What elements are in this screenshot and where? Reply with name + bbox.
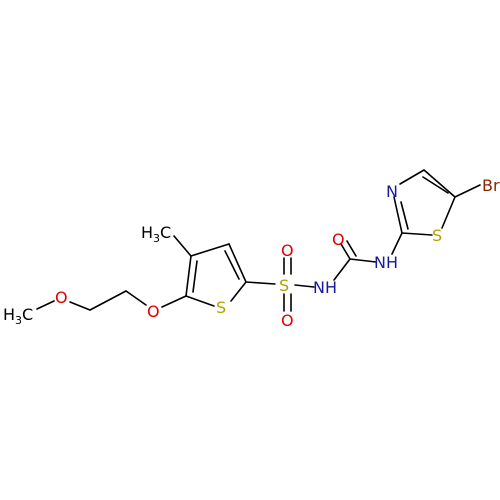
bond-c2-s-thiazole: [401, 232, 433, 236]
bond-s-sulfonyl-c2-thiophene: [245, 281, 276, 285]
bond-thiophene-c2-c3-double: [224, 250, 240, 280]
bond-c5-c4-double: [422, 176, 449, 194]
atom-nh-1: NH: [374, 253, 398, 272]
atom-nh-2: NH: [313, 278, 337, 297]
bond-n3-c2: [393, 196, 403, 234]
atom-ch3-methoxy: H3C: [3, 305, 33, 327]
atom-o-sulfonyl-bottom: O: [281, 311, 294, 330]
atom-s-sulfonyl: S: [279, 276, 289, 295]
bond-n3-c2-double: [400, 201, 409, 230]
atom-o-ether-2: O: [55, 288, 68, 307]
bond-nh1-carbonyl: [349, 258, 377, 263]
bond-c5-c4: [423, 169, 456, 198]
bond-carbonyl-o: [340, 243, 351, 260]
ch3-methyl-sub: 3: [153, 232, 160, 245]
bond-thiophene-c4-c5-double: [192, 260, 198, 293]
bond-ch2-ch2: [89, 290, 127, 311]
bond-thiophene-s-c2: [230, 281, 247, 302]
atom-ch3-methyl: H3C: [141, 223, 171, 245]
ch3-methoxy-h: H: [3, 305, 15, 324]
bond-c2-nh1: [391, 232, 403, 255]
bond-thiophene-c2-c3: [228, 243, 247, 283]
atom-s-thiazole: S: [432, 226, 442, 245]
bond-ch2-o-ether2: [69, 301, 91, 311]
atom-labels: Br S N NH O NH O S O S O O H3C H3C: [3, 176, 500, 330]
atom-n-thiazole: N: [386, 182, 398, 201]
bond-thiophene-c5-s: [185, 295, 215, 307]
bond-o-ether1-ch2: [125, 290, 147, 306]
bond-thiophene-c3-c4: [190, 243, 230, 257]
atom-o-carbonyl: O: [332, 230, 345, 249]
bond-nh2-s-sulfonyl: [294, 284, 315, 288]
bonds: [36, 169, 481, 312]
bond-c4-n3: [399, 169, 425, 185]
bond-c5-s-thiazole: [441, 196, 456, 229]
ch3-methyl-c: C: [160, 223, 171, 242]
ch3-methyl-h: H: [141, 223, 153, 242]
ch3-methoxy-sub: 3: [15, 314, 22, 327]
bond-carbonyl-o-double: [346, 240, 357, 257]
atom-o-ether-1: O: [147, 302, 160, 321]
bond-thiophene-c4-c5: [185, 255, 192, 297]
atom-o-sulfonyl-top: O: [281, 241, 294, 260]
atom-br: Br: [482, 176, 500, 195]
bond-br-c5: [454, 184, 481, 198]
bond-c5-o-ether1: [161, 295, 187, 308]
ch3-methoxy-c: C: [22, 305, 33, 324]
atom-s-thiophene: S: [216, 298, 226, 317]
bond-c4-methyl: [173, 235, 192, 257]
bond-o-ether2-ch3: [36, 300, 55, 310]
bond-carbonyl-nh2: [333, 258, 351, 281]
